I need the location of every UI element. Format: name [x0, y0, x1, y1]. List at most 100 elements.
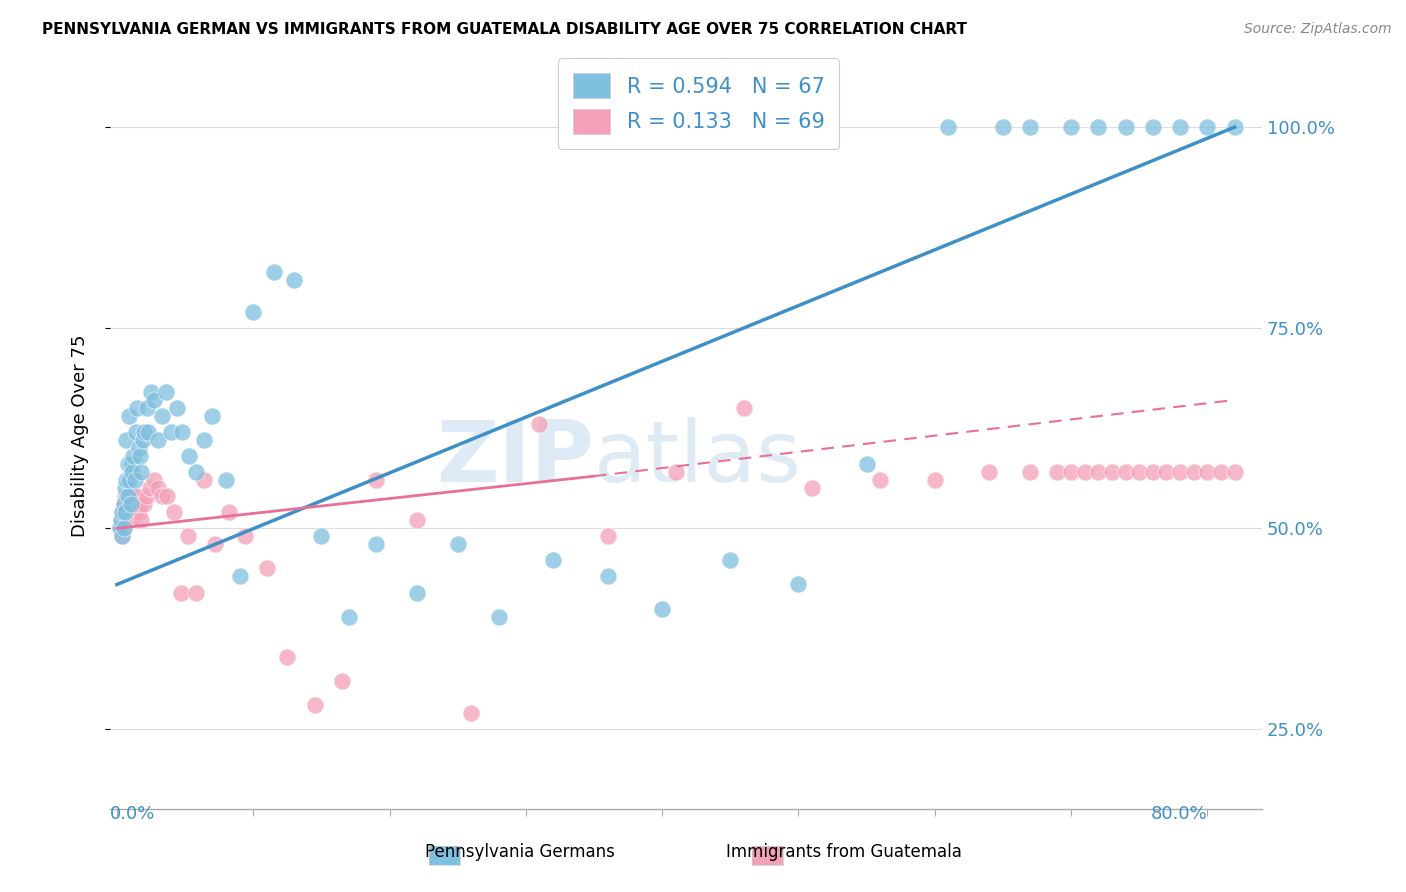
Point — [117, 497, 139, 511]
Point — [1223, 120, 1246, 135]
Point — [1168, 120, 1191, 135]
Point — [733, 401, 755, 415]
Point — [1182, 465, 1205, 479]
Point — [596, 569, 619, 583]
Point — [651, 601, 673, 615]
Point — [541, 553, 564, 567]
Point — [131, 465, 153, 479]
Point — [1128, 465, 1150, 479]
Text: ZIP: ZIP — [436, 417, 593, 500]
Text: atlas: atlas — [593, 417, 801, 500]
Point — [596, 529, 619, 543]
Point — [139, 384, 162, 399]
Point — [111, 529, 134, 543]
Point — [337, 609, 360, 624]
Point — [111, 505, 134, 519]
Point — [142, 392, 165, 407]
Point — [114, 513, 136, 527]
Point — [163, 505, 186, 519]
Point — [124, 505, 146, 519]
Point — [115, 505, 138, 519]
Point — [1087, 120, 1109, 135]
Point — [311, 529, 333, 543]
Point — [156, 489, 179, 503]
Point — [1142, 465, 1164, 479]
Point — [110, 513, 132, 527]
Point — [201, 409, 224, 423]
Text: 80.0%: 80.0% — [1150, 805, 1208, 823]
Point — [1101, 465, 1123, 479]
Point — [160, 425, 183, 439]
Point — [242, 304, 264, 318]
Point — [529, 417, 551, 431]
Text: Source: ZipAtlas.com: Source: ZipAtlas.com — [1244, 22, 1392, 37]
Point — [855, 457, 877, 471]
Point — [146, 481, 169, 495]
Point — [120, 497, 142, 511]
Point — [447, 537, 470, 551]
Point — [218, 505, 240, 519]
Point — [131, 513, 153, 527]
Point — [115, 489, 138, 503]
Point — [172, 425, 194, 439]
Point — [112, 521, 135, 535]
Point — [193, 473, 215, 487]
Point — [110, 513, 132, 527]
Point — [155, 384, 177, 399]
Point — [124, 473, 146, 487]
Point — [114, 481, 136, 495]
Point — [136, 425, 159, 439]
Point — [170, 585, 193, 599]
Point — [114, 489, 136, 503]
Point — [364, 537, 387, 551]
Point — [283, 272, 305, 286]
Y-axis label: Disability Age Over 75: Disability Age Over 75 — [72, 334, 89, 537]
Point — [111, 529, 134, 543]
Point — [134, 497, 156, 511]
Point — [179, 449, 201, 463]
Text: Pennsylvania Germans: Pennsylvania Germans — [425, 843, 616, 861]
Point — [129, 449, 152, 463]
Point — [330, 673, 353, 688]
Point — [129, 497, 152, 511]
Point — [150, 409, 173, 423]
Point — [1115, 465, 1137, 479]
Point — [127, 401, 149, 415]
Point — [869, 473, 891, 487]
Text: Immigrants from Guatemala: Immigrants from Guatemala — [725, 843, 962, 861]
Point — [991, 120, 1014, 135]
Point — [118, 489, 141, 503]
Point — [125, 425, 148, 439]
Point — [128, 505, 150, 519]
Point — [263, 264, 285, 278]
Point — [121, 497, 143, 511]
Point — [120, 497, 142, 511]
Point — [1156, 465, 1178, 479]
Point — [215, 473, 238, 487]
Point — [1060, 465, 1083, 479]
Point — [1087, 465, 1109, 479]
Point — [228, 569, 250, 583]
Point — [115, 473, 138, 487]
Point — [1115, 120, 1137, 135]
Point — [120, 513, 142, 527]
Point — [256, 561, 278, 575]
Point — [117, 489, 139, 503]
Point — [1168, 465, 1191, 479]
Point — [108, 521, 131, 535]
Point — [979, 465, 1001, 479]
Point — [112, 497, 135, 511]
Point — [938, 120, 960, 135]
Point — [118, 409, 141, 423]
Point — [112, 497, 135, 511]
Point — [1209, 465, 1232, 479]
Point — [665, 465, 688, 479]
Legend: R = 0.594   N = 67, R = 0.133   N = 69: R = 0.594 N = 67, R = 0.133 N = 69 — [558, 58, 839, 149]
Point — [924, 473, 946, 487]
Point — [135, 401, 157, 415]
Point — [304, 698, 326, 712]
Point — [121, 465, 143, 479]
Point — [1142, 120, 1164, 135]
Point — [150, 489, 173, 503]
Point — [1073, 465, 1095, 479]
